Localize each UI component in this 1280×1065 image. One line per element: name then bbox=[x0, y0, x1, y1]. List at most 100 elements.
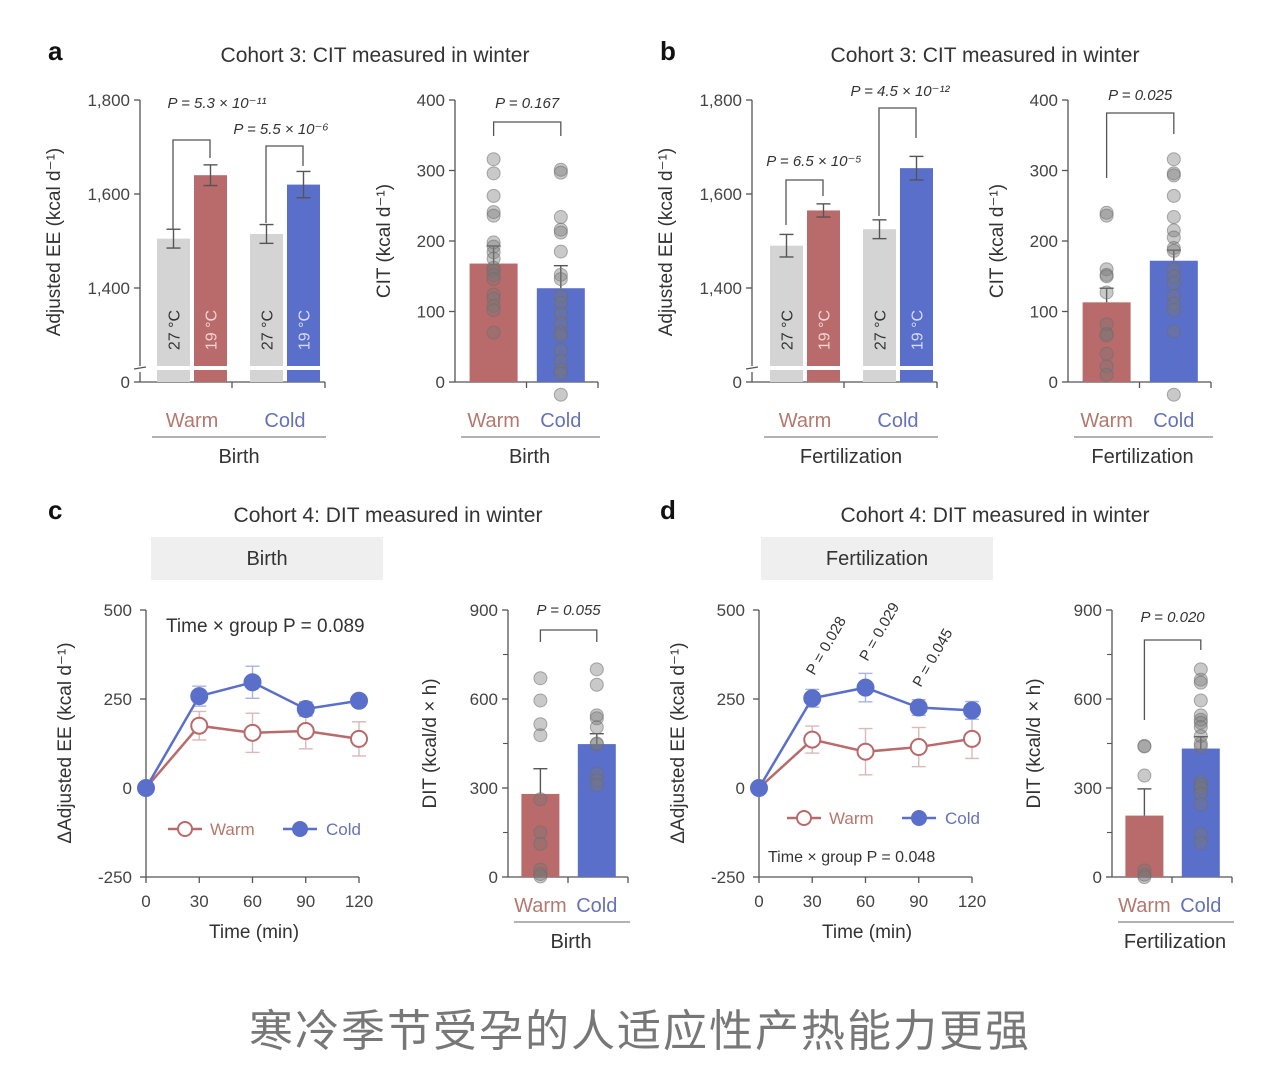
data-point-cold bbox=[856, 678, 875, 697]
data-point bbox=[589, 778, 604, 793]
bar-temperature-label: 19 °C bbox=[817, 310, 834, 350]
interaction-p-value: Time × group P = 0.089 bbox=[166, 616, 365, 637]
bar-base bbox=[900, 370, 933, 382]
error-bar bbox=[259, 223, 274, 245]
dot-bar-chart: 0 300 600 900 DIT (kcal/d × h) Warm Cold Fertil… bbox=[1024, 601, 1234, 953]
data-point bbox=[1166, 210, 1181, 225]
significance-bracket bbox=[1143, 639, 1202, 720]
data-point bbox=[533, 792, 548, 807]
data-point-cold bbox=[803, 689, 822, 708]
y-tick-label: 400 bbox=[417, 91, 445, 110]
data-point-cold bbox=[137, 779, 155, 797]
interaction-p-value: Time × group P = 0.048 bbox=[768, 849, 935, 866]
x-tick-label: 120 bbox=[345, 892, 373, 911]
data-point bbox=[1193, 775, 1208, 790]
y-axis-label: Adjusted EE (kcal d⁻¹) bbox=[44, 148, 65, 337]
data-point bbox=[1193, 739, 1208, 754]
data-point bbox=[1166, 262, 1181, 277]
category-label-warm: Warm bbox=[514, 895, 567, 917]
timepoint-p-value: P = 0.045 bbox=[909, 626, 956, 690]
p-value-label: P = 5.3 × 10⁻¹¹ bbox=[167, 95, 266, 112]
data-point bbox=[1166, 269, 1181, 284]
group-label-warm: Warm bbox=[166, 410, 219, 432]
data-point bbox=[1099, 285, 1114, 300]
bar-base bbox=[157, 370, 190, 382]
data-point bbox=[589, 708, 604, 723]
x-tick-label: 30 bbox=[190, 892, 209, 911]
data-point bbox=[486, 166, 501, 181]
x-axis-label: Birth bbox=[509, 446, 550, 468]
data-point bbox=[533, 825, 548, 840]
panel-title: Cohort 4: DIT measured in winter bbox=[841, 504, 1150, 527]
line-chart: Birth -250 0 250 500 ΔAdjusted EE (kcal d⁻¹) 0… bbox=[55, 537, 383, 943]
dot-bar-chart: 0 100 200 300 400 CIT (kcal d⁻¹) Warm Cold Ferti… bbox=[987, 87, 1213, 468]
y-tick-label: 1,400 bbox=[87, 279, 130, 298]
error-bar bbox=[909, 155, 924, 181]
error-bar bbox=[1166, 249, 1181, 261]
data-point bbox=[486, 291, 501, 306]
x-tick-label: 30 bbox=[803, 892, 822, 911]
significance-bracket bbox=[265, 145, 304, 223]
error-bar bbox=[203, 164, 218, 187]
bar-base bbox=[287, 370, 320, 382]
panel-title: Cohort 4: DIT measured in winter bbox=[234, 504, 543, 527]
data-point bbox=[486, 152, 501, 167]
data-point bbox=[1099, 346, 1114, 361]
y-axis-label: Adjusted EE (kcal d⁻¹) bbox=[656, 148, 677, 337]
data-point bbox=[1166, 303, 1181, 318]
data-point-cold bbox=[963, 701, 981, 720]
category-label-cold: Cold bbox=[1180, 895, 1221, 917]
data-point bbox=[553, 244, 568, 259]
bar bbox=[157, 238, 190, 366]
data-point bbox=[533, 717, 548, 732]
data-point bbox=[1166, 188, 1181, 203]
legend-marker-warm bbox=[796, 810, 812, 826]
y-tick-label: 1,600 bbox=[87, 185, 130, 204]
data-point bbox=[1193, 712, 1208, 727]
bar-cold bbox=[1149, 260, 1198, 382]
bar-warm bbox=[469, 263, 518, 382]
data-point bbox=[533, 869, 548, 884]
y-tick-label: 200 bbox=[417, 232, 445, 251]
p-value-label: P = 0.020 bbox=[1141, 609, 1206, 626]
significance-bracket bbox=[785, 179, 824, 225]
x-tick-label: 0 bbox=[754, 892, 763, 911]
timepoint-p-value: P = 0.028 bbox=[803, 614, 850, 678]
data-point-warm bbox=[243, 723, 262, 742]
error-bar bbox=[296, 170, 311, 199]
data-point-cold bbox=[243, 673, 262, 692]
x-axis-label: Birth bbox=[550, 931, 591, 953]
y-tick-label: 300 bbox=[417, 162, 445, 181]
p-value-label: P = 0.055 bbox=[537, 602, 602, 619]
data-point bbox=[486, 235, 501, 250]
data-point-warm bbox=[963, 729, 981, 748]
bar-base bbox=[194, 370, 227, 382]
x-axis-label: Fertilization bbox=[1091, 446, 1193, 468]
data-point bbox=[1193, 729, 1208, 744]
data-point bbox=[553, 267, 568, 282]
error-bar bbox=[553, 264, 568, 289]
data-point bbox=[589, 662, 604, 677]
p-value-label: P = 0.167 bbox=[495, 95, 560, 112]
bar-temperature-label: 19 °C bbox=[204, 310, 221, 350]
error-bar bbox=[779, 233, 794, 258]
group-label-cold: Cold bbox=[877, 410, 918, 432]
data-point bbox=[486, 239, 501, 254]
group-label-cold: Cold bbox=[264, 410, 305, 432]
bar-warm bbox=[1125, 815, 1164, 877]
legend-label-cold: Cold bbox=[945, 809, 980, 828]
data-point bbox=[553, 366, 568, 381]
x-tick-label: 90 bbox=[296, 892, 315, 911]
data-point bbox=[1137, 768, 1152, 783]
group-label-warm: Warm bbox=[779, 410, 832, 432]
data-point bbox=[553, 210, 568, 225]
data-point bbox=[1193, 708, 1208, 723]
y-tick-label: 0 bbox=[1093, 868, 1102, 887]
bar-base bbox=[250, 370, 283, 382]
data-point bbox=[533, 671, 548, 686]
data-point bbox=[1166, 324, 1181, 339]
category-label-warm: Warm bbox=[1080, 410, 1133, 432]
ee-bar-chart: 0 1,400 1,600 1,800 Adjusted EE (kcal d⁻¹) 27… bbox=[44, 91, 329, 468]
significance-bracket bbox=[1105, 112, 1175, 178]
y-axis-label: DIT (kcal/d × h) bbox=[1024, 678, 1045, 808]
